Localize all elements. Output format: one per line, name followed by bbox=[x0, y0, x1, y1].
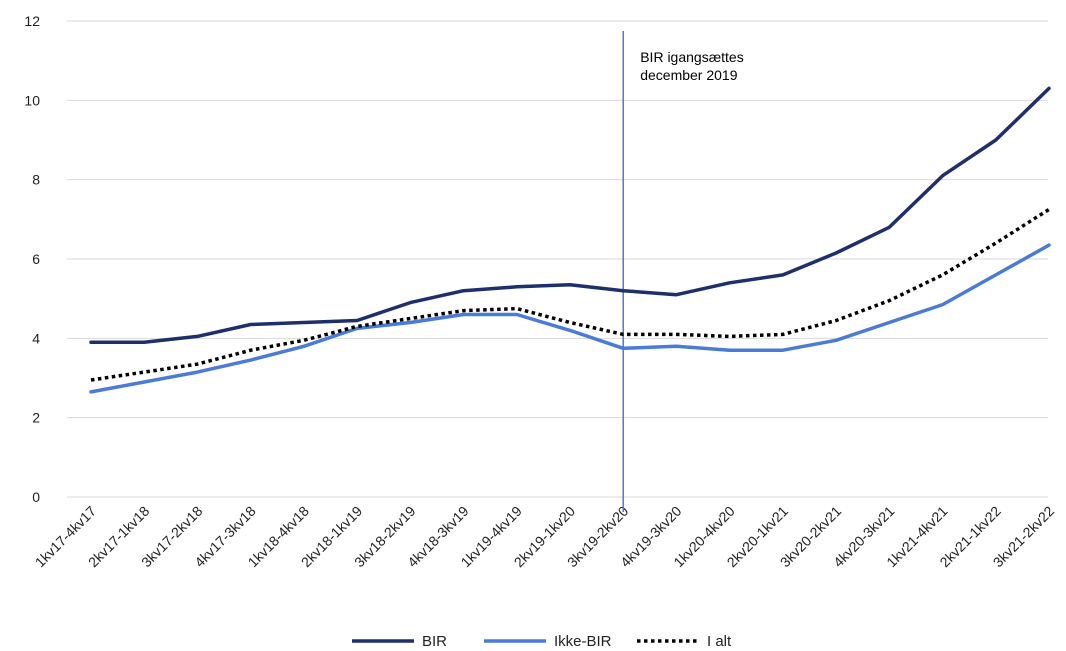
legend-label: Ikke-BIR bbox=[554, 633, 612, 650]
legend-label: BIR bbox=[422, 633, 447, 650]
y-tick-label: 12 bbox=[24, 13, 40, 29]
series-line-bir bbox=[89, 86, 1051, 345]
series-line-i-alt bbox=[90, 207, 1050, 382]
annotation-text-line-2: december 2019 bbox=[640, 67, 738, 83]
y-tick-label: 2 bbox=[32, 410, 40, 426]
annotation-text-line-1: BIR igangsættes bbox=[640, 49, 744, 65]
legend: BIR Ikke-BIR I alt bbox=[352, 633, 732, 650]
series-lines bbox=[89, 86, 1051, 394]
y-tick-label: 10 bbox=[24, 92, 40, 108]
y-tick-label: 0 bbox=[32, 489, 40, 505]
annotation: BIR igangsættes december 2019 bbox=[622, 31, 744, 512]
x-axis-tick-labels: 1kv17-4kv172kv17-1kv183kv17-2kv184kv17-3… bbox=[32, 503, 1058, 571]
series-line-ikke-bir bbox=[89, 243, 1051, 394]
y-tick-label: 8 bbox=[32, 172, 40, 188]
y-tick-label: 4 bbox=[32, 330, 40, 346]
y-axis-tick-labels: 0 2 4 6 8 10 12 bbox=[24, 13, 40, 505]
gridlines bbox=[67, 20, 1048, 498]
y-tick-label: 6 bbox=[32, 251, 40, 267]
legend-label: I alt bbox=[707, 633, 732, 650]
